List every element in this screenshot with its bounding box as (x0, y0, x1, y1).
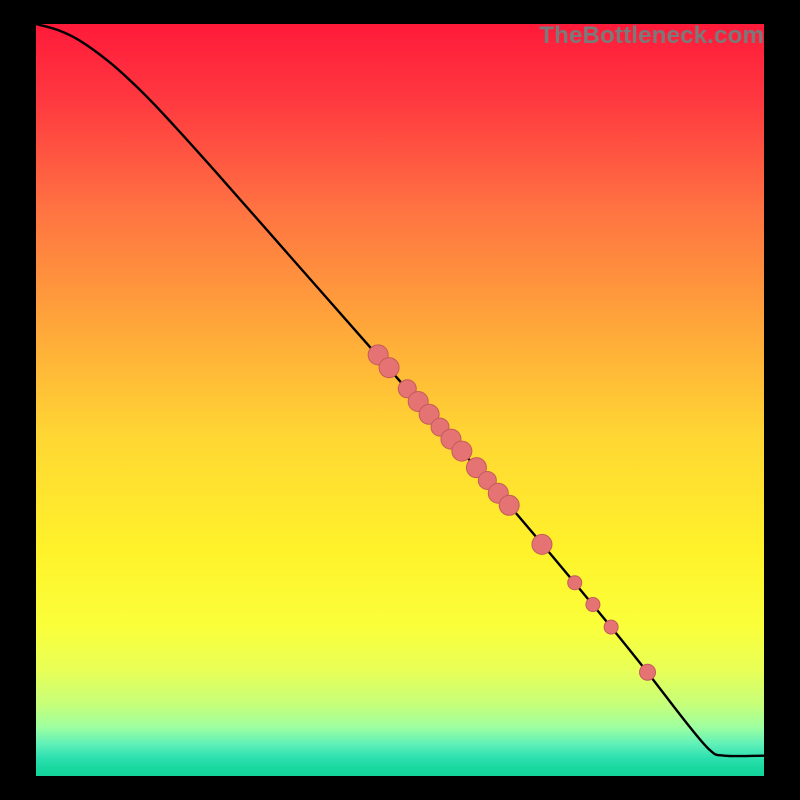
marker-layer (368, 345, 655, 680)
data-marker (452, 441, 472, 461)
chart-svg (36, 24, 764, 776)
plot-area: TheBottleneck.com (36, 24, 764, 776)
data-marker (499, 495, 519, 515)
watermark-text: TheBottleneck.com (539, 22, 764, 50)
stage: TheBottleneck.com (0, 0, 800, 800)
data-marker (568, 576, 582, 590)
data-marker (379, 358, 399, 378)
data-marker (532, 534, 552, 554)
data-marker (604, 620, 618, 634)
data-marker (640, 664, 656, 680)
data-marker (586, 598, 600, 612)
